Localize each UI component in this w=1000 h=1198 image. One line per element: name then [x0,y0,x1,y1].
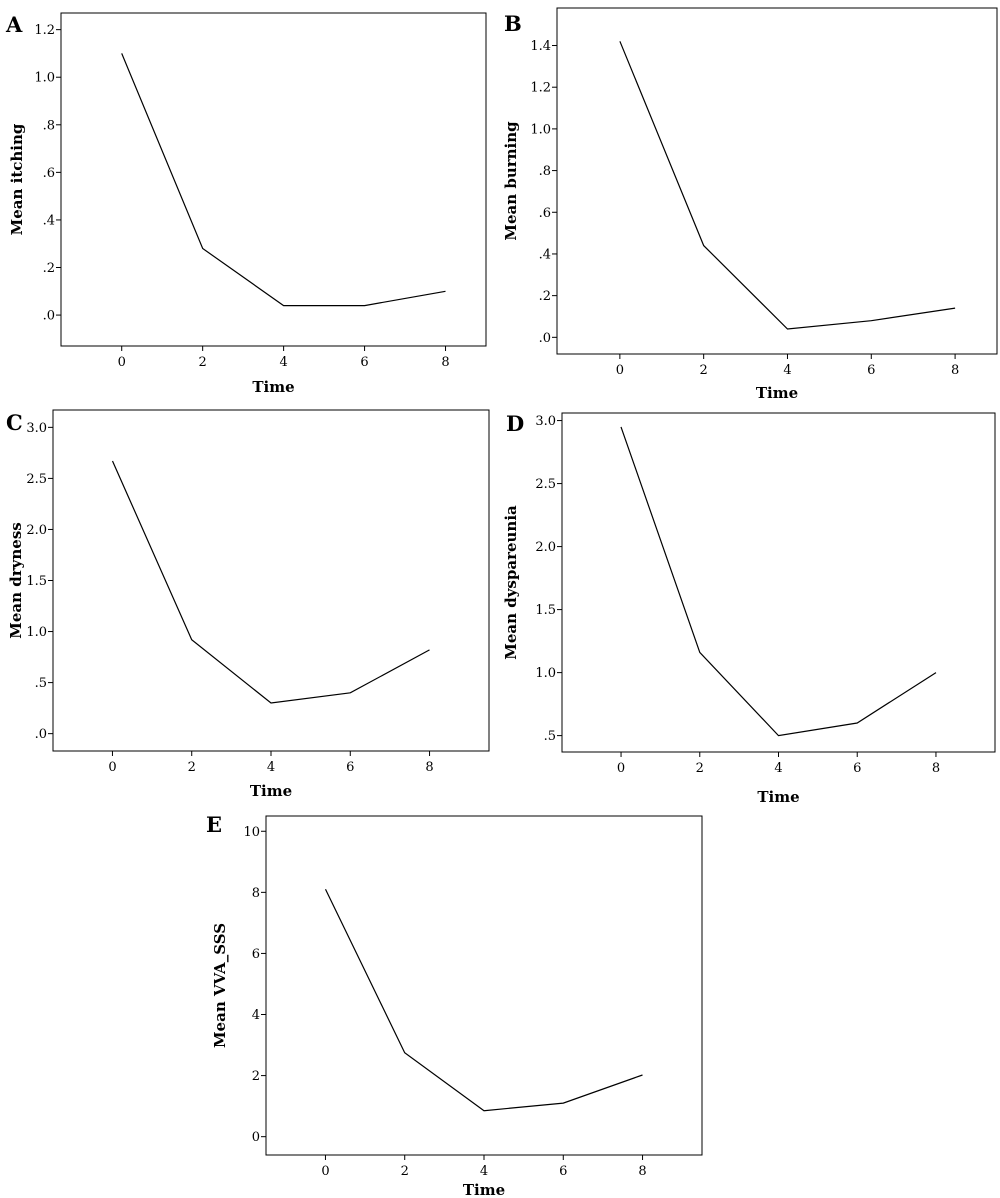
x-tick-label-a-0: 0 [118,355,126,370]
y-tick-label-c-3: 1.5 [26,574,47,589]
x-tick-label-c-1: 2 [188,760,196,775]
y-tick-label-e-2: 4 [252,1008,260,1023]
y-tick-label-a-4: .8 [43,118,55,133]
panel-letter-a: A [5,12,23,37]
y-tick-label-a-1: .2 [43,261,55,276]
x-tick-label-e-2: 4 [480,1164,488,1179]
y-tick-label-e-3: 6 [252,947,260,962]
plot-frame-d [561,412,996,753]
y-tick-label-c-6: 3.0 [26,421,47,436]
x-tick-label-e-4: 8 [638,1164,646,1179]
x-tick-label-a-4: 8 [441,355,449,370]
x-tick-label-a-3: 6 [360,355,368,370]
y-tick-label-d-0: .5 [544,729,556,744]
x-tick-label-a-1: 2 [199,355,207,370]
plot-frame-c [52,409,490,752]
chart-panel-b: B 0 2 4 6 8 .0 .2 .4 .6 .8 1.0 1.2 1.4 Time Mean burnin… [502,7,998,402]
y-tick-label-e-0: 0 [252,1130,260,1145]
y-tick-label-a-0: .0 [43,309,55,324]
x-tick-label-d-0: 0 [617,761,625,776]
x-tick-label-c-3: 6 [346,760,354,775]
y-tick-label-e-1: 2 [252,1069,260,1084]
x-tick-label-c-0: 0 [108,760,116,775]
x-tick-label-c-2: 4 [267,760,275,775]
y-tick-label-a-3: .6 [43,166,55,181]
series-line-a [121,53,446,307]
x-tick-label-d-1: 2 [696,761,704,776]
y-tick-label-b-3: .6 [539,206,551,221]
y-tick-label-a-6: 1.2 [34,23,55,38]
x-tick-label-b-2: 4 [783,363,791,378]
y-axis-title-b: Mean burning [502,121,520,241]
y-axis-title-e: Mean VVA_SSS [211,923,229,1048]
y-tick-label-b-1: .2 [539,289,551,304]
plot-frame-b [556,7,998,355]
y-tick-label-d-1: 1.0 [535,666,556,681]
y-tick-label-c-5: 2.5 [26,472,47,487]
y-tick-label-d-5: 3.0 [535,414,556,429]
x-axis-title-e: Time [463,1181,505,1198]
x-axis-title-b: Time [756,384,798,402]
y-tick-label-b-7: 1.4 [530,39,551,54]
y-axis-title-a: Mean itching [8,123,26,235]
plot-frame-a [60,12,487,347]
y-axis-title-d: Mean dyspareunia [502,505,520,660]
y-tick-label-d-3: 2.0 [535,540,556,555]
series-line-d [620,426,937,737]
y-tick-label-c-2: 1.0 [26,625,47,640]
y-tick-label-b-0: .0 [539,331,551,346]
y-tick-label-a-5: 1.0 [34,71,55,86]
series-line-b [619,41,956,330]
chart-panel-e: E 0 2 4 6 8 0 2 4 6 8 10 Time Mean VVA_SSS [206,812,703,1198]
chart-panel-c: C 0 2 4 6 8 .0 .5 1.0 1.5 2.0 2.5 3.0 Time Mean drynes… [6,409,490,800]
y-tick-label-c-4: 2.0 [26,523,47,538]
x-tick-label-b-0: 0 [616,363,624,378]
y-tick-label-c-1: .5 [35,676,47,691]
panel-letter-b: B [504,11,522,36]
x-axis-title-a: Time [252,378,294,396]
x-tick-label-c-4: 8 [425,760,433,775]
y-tick-label-b-5: 1.0 [530,122,551,137]
series-line-e [324,889,643,1112]
y-tick-label-e-4: 8 [252,886,260,901]
y-tick-label-b-4: .8 [539,164,551,179]
y-tick-label-e-5: 10 [243,825,260,840]
y-tick-label-d-2: 1.5 [535,603,556,618]
panel-letter-e: E [206,812,222,837]
panel-letter-d: D [506,411,524,436]
chart-panel-d: D 0 2 4 6 8 .5 1.0 1.5 2.0 2.5 3.0 Time Mean dyspareu… [502,411,996,806]
plot-frame-e [265,815,703,1156]
x-tick-label-d-2: 4 [774,761,782,776]
series-line-c [111,460,430,704]
x-tick-label-d-4: 8 [932,761,940,776]
y-tick-label-b-2: .4 [539,247,551,262]
x-tick-label-e-3: 6 [559,1164,567,1179]
y-tick-label-c-0: .0 [35,727,47,742]
x-axis-title-d: Time [757,788,799,806]
x-tick-label-e-0: 0 [321,1164,329,1179]
chart-panel-a: A 0 2 4 6 8 .0 .2 .4 .6 .8 1.0 1.2 Time Mean itching [5,12,487,396]
y-tick-label-b-6: 1.2 [530,81,551,96]
x-tick-label-d-3: 6 [853,761,861,776]
x-tick-label-a-2: 4 [279,355,287,370]
y-tick-label-d-4: 2.5 [535,477,556,492]
x-tick-label-b-3: 6 [867,363,875,378]
x-tick-label-b-1: 2 [700,363,708,378]
y-tick-label-a-2: .4 [43,213,55,228]
x-tick-label-b-4: 8 [951,363,959,378]
panel-letter-c: C [6,410,23,435]
x-axis-title-c: Time [250,782,292,800]
x-tick-label-e-1: 2 [401,1164,409,1179]
y-axis-title-c: Mean dryness [7,522,25,638]
